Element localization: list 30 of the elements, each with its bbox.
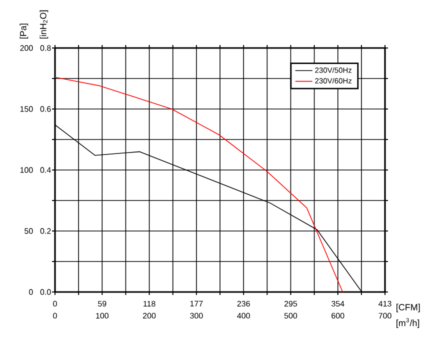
x2-tick-label: 400 <box>237 312 250 319</box>
x2-axis-title: [m$^{3}$/h] <box>396 318 420 328</box>
y2-tick-label: 0.4 <box>40 167 51 173</box>
y-tick-label: 200 <box>20 45 33 51</box>
y-tick-label: 0 <box>29 289 33 295</box>
y2-tick-label: 0.8 <box>40 45 51 51</box>
y-tick-label: 150 <box>20 106 33 112</box>
y-tick-label: 50 <box>24 228 33 234</box>
y2-tick-label: 0.6 <box>40 106 51 112</box>
x-tick-label: 59 <box>98 300 106 307</box>
x-tick-label: 177 <box>190 300 203 306</box>
y2-tick-label: 0.2 <box>40 228 51 234</box>
x-tick-label: 0 <box>53 300 57 307</box>
x2-tick-label: 600 <box>332 312 344 319</box>
x2-tick-label: 100 <box>96 312 109 319</box>
x2-tick-label: 300 <box>190 312 203 319</box>
y-tick-label: 100 <box>20 167 33 173</box>
y-axis-title: [Pa] <box>20 24 28 38</box>
x-tick-label: 236 <box>237 300 250 307</box>
y2-tick-label: 0.0 <box>40 289 51 295</box>
x-tick-label: 354 <box>331 300 344 307</box>
x2-tick-label: 0 <box>53 312 57 319</box>
x2-tick-label: 200 <box>143 312 156 319</box>
y2-axis-title: [inH$_{2}$O] <box>40 10 48 38</box>
x2-tick-label: 500 <box>284 312 298 319</box>
x-axis-title: [CFM] <box>396 304 420 312</box>
x-tick-label: 413 <box>378 300 392 307</box>
x2-tick-label: 700 <box>378 312 392 319</box>
x-tick-label: 295 <box>284 300 298 307</box>
x-tick-label: 118 <box>144 300 156 307</box>
